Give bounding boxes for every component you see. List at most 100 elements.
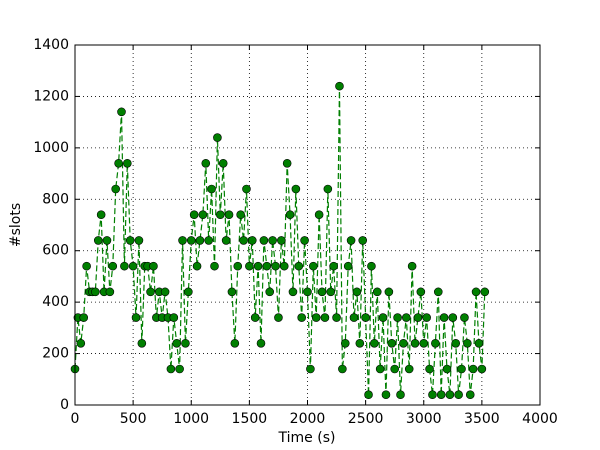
data-point — [326, 287, 336, 297]
data-point — [79, 313, 89, 322]
data-point — [201, 158, 211, 168]
x-tick-label: 3000 — [406, 411, 442, 427]
data-point — [358, 236, 368, 245]
data-point — [91, 287, 100, 297]
data-point — [425, 364, 434, 374]
y-tick-label: 200 — [42, 346, 69, 362]
y-tick-label: 600 — [42, 243, 69, 259]
data-point — [474, 338, 484, 348]
data-point — [416, 287, 426, 297]
data-point — [306, 364, 315, 374]
data-point — [285, 210, 295, 220]
data-point — [253, 261, 263, 271]
series-line — [74, 86, 486, 395]
data-point — [370, 338, 379, 348]
data-point — [439, 313, 449, 322]
data-point — [320, 313, 330, 322]
data-point — [311, 313, 321, 322]
data-point — [335, 81, 344, 91]
x-tick-label: 0 — [71, 411, 80, 427]
data-point — [184, 287, 193, 297]
x-tick-label: 1500 — [232, 411, 268, 427]
data-point — [274, 313, 283, 322]
data-point — [396, 390, 405, 400]
data-point — [195, 236, 205, 245]
data-point — [265, 287, 275, 297]
y-tick-label: 0 — [60, 397, 69, 413]
data-point — [332, 313, 341, 322]
data-point — [381, 390, 391, 400]
data-point — [384, 287, 394, 297]
data-point — [468, 364, 478, 374]
data-point — [442, 364, 452, 374]
data-point — [361, 313, 370, 322]
data-point — [419, 338, 429, 348]
data-point — [224, 210, 234, 220]
data-point — [407, 261, 417, 271]
data-point — [250, 313, 260, 322]
data-point — [230, 338, 240, 348]
data-point — [297, 313, 306, 322]
y-tick-label: 1400 — [33, 37, 69, 53]
y-tick-label: 1000 — [33, 140, 69, 156]
data-point — [454, 390, 463, 400]
y-axis-label: #slots — [8, 203, 24, 247]
data-point — [114, 158, 123, 168]
data-point — [108, 261, 118, 271]
data-point — [343, 261, 353, 271]
data-point — [216, 210, 225, 220]
data-point — [431, 338, 440, 348]
data-point — [372, 287, 382, 297]
x-tick-label: 500 — [120, 411, 147, 427]
data-point — [282, 158, 292, 168]
data-point — [340, 338, 350, 348]
data-point — [227, 287, 237, 297]
x-tick-label: 1000 — [173, 411, 209, 427]
ticks: 0 500 1000 1500 2000 2500 3000 3500 4000 0 200 400 6… — [33, 37, 557, 427]
data-point — [445, 390, 455, 400]
data-point — [480, 287, 490, 297]
data-point — [169, 313, 179, 322]
data-point — [314, 210, 324, 220]
data-point — [178, 236, 187, 245]
data-point — [233, 261, 243, 271]
data-point — [131, 313, 141, 322]
data-point — [404, 364, 414, 374]
data-point — [433, 287, 443, 297]
data-point — [239, 236, 248, 245]
data-point — [457, 364, 466, 374]
data-point — [413, 313, 423, 322]
data-point — [207, 184, 216, 194]
data-point — [123, 158, 132, 168]
data-point — [204, 236, 213, 245]
x-axis-label: Time (s) — [278, 430, 336, 446]
data-point — [93, 236, 103, 245]
data-point — [218, 158, 228, 168]
data-point — [477, 364, 487, 374]
data-point — [192, 261, 202, 271]
data-point — [268, 236, 277, 245]
data-point — [128, 261, 138, 271]
data-point — [448, 313, 458, 322]
data-point — [245, 261, 254, 271]
data-point — [181, 338, 190, 348]
data-point — [277, 236, 286, 245]
plot — [70, 81, 490, 400]
data-point — [428, 390, 437, 400]
data-point — [323, 184, 333, 194]
data-point — [160, 287, 170, 297]
data-point — [355, 338, 365, 348]
data-point — [134, 236, 144, 245]
data-point — [189, 210, 199, 220]
data-point — [172, 338, 182, 348]
data-point — [349, 313, 359, 322]
x-tick-label: 4000 — [522, 411, 558, 427]
data-point — [262, 261, 272, 271]
data-point — [422, 313, 431, 322]
data-point — [309, 261, 318, 271]
data-point — [96, 210, 106, 220]
data-point — [460, 313, 469, 322]
data-point — [166, 364, 176, 374]
data-point — [300, 236, 309, 245]
data-point — [390, 364, 399, 374]
